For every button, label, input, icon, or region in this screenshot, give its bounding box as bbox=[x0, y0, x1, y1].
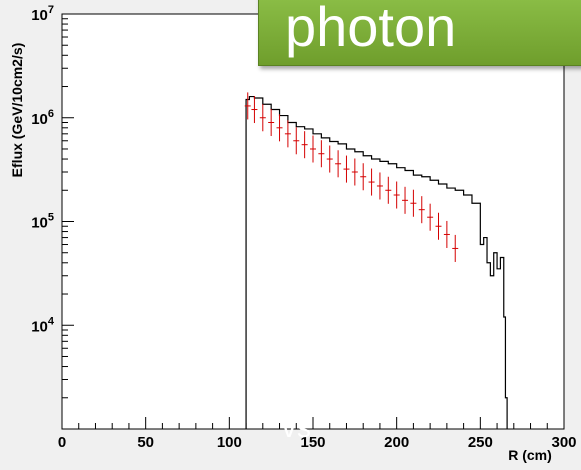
x-tick-label: 100 bbox=[217, 434, 242, 451]
x-tick-label: 300 bbox=[551, 434, 576, 451]
x-tick-label: 200 bbox=[384, 434, 409, 451]
y-tick-label: 106 bbox=[31, 108, 54, 128]
y-axis-title: Eflux (GeV/10cm2/s) bbox=[9, 43, 25, 178]
y-axis: 104 105 106 107 bbox=[31, 4, 74, 430]
x-tick-label: 50 bbox=[137, 434, 154, 451]
x-axis: 0 50 100 150 200 250 300 bbox=[58, 417, 577, 451]
photon-title-box: photon bbox=[258, 0, 581, 66]
x-tick-label: 150 bbox=[300, 434, 325, 451]
photon-title: photon bbox=[285, 0, 457, 58]
x-axis-title: R (cm) bbox=[508, 447, 552, 463]
plot-frame bbox=[61, 13, 565, 430]
vs-overlay-text: vs bbox=[282, 412, 312, 443]
x-tick-label: 0 bbox=[58, 434, 66, 451]
y-tick-label: 105 bbox=[31, 212, 54, 232]
y-tick-label: 107 bbox=[31, 4, 54, 24]
x-tick-label: 250 bbox=[468, 434, 493, 451]
y-tick-label: 104 bbox=[31, 315, 55, 335]
series-red bbox=[244, 92, 459, 262]
